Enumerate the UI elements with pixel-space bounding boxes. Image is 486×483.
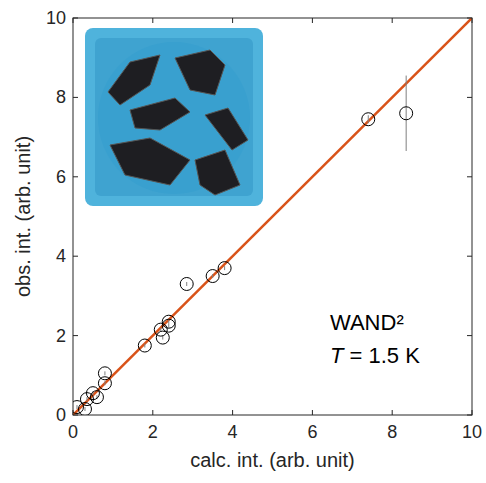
x-tick (232, 410, 233, 415)
x-tick-label: 4 (228, 422, 238, 442)
photo-tray-inner (95, 38, 253, 196)
data-point (138, 339, 151, 352)
data-point (180, 277, 193, 290)
fit-line (73, 18, 472, 415)
y-tick-label: 8 (56, 87, 66, 107)
y-tick-label: 2 (56, 326, 66, 346)
annotation: WAND² (330, 310, 404, 335)
x-tick (392, 410, 393, 415)
error-bar (168, 324, 169, 328)
x-tick (152, 410, 153, 415)
x-tick (152, 18, 153, 23)
data-point (86, 387, 99, 400)
x-tick-label: 6 (307, 422, 317, 442)
data-point (98, 377, 111, 390)
y-tick (467, 335, 472, 336)
error-bar (212, 274, 213, 278)
x-tick-label: 2 (148, 422, 158, 442)
error-bar (168, 320, 169, 324)
y-tick (73, 256, 78, 257)
y-axis-title: obs. int. (arb. unit) (12, 136, 34, 297)
data-point (362, 113, 375, 126)
y-tick (467, 97, 472, 98)
error-bar (84, 407, 85, 411)
error-bar (76, 405, 77, 409)
error-bar (104, 371, 105, 375)
x-tick (392, 18, 393, 23)
photo-dish (98, 42, 250, 194)
error-bar (144, 344, 145, 348)
error-bar (104, 381, 105, 385)
x-tick (232, 18, 233, 23)
photo-crystal (205, 108, 248, 150)
x-tick (312, 18, 313, 23)
data-point (78, 403, 91, 415)
data-point (162, 315, 175, 328)
y-tick (467, 176, 472, 177)
x-tick-label: 8 (387, 422, 397, 442)
photo-crystal (175, 50, 225, 95)
error-bar (86, 397, 87, 401)
data-point (156, 331, 169, 344)
x-tick-label: 0 (68, 422, 78, 442)
inset-photo (85, 28, 263, 206)
data-point (400, 107, 413, 120)
photo-crystal (130, 98, 190, 130)
error-bar (368, 115, 369, 123)
y-tick-label: 10 (46, 8, 66, 28)
photo-crystal (195, 150, 240, 195)
plot-frame (73, 18, 472, 415)
error-bar (406, 76, 407, 151)
error-bar (224, 266, 225, 270)
y-tick-label: 0 (56, 405, 66, 425)
data-point (98, 367, 111, 380)
y-tick-label: 4 (56, 246, 66, 266)
x-tick (312, 410, 313, 415)
y-tick-label: 6 (56, 167, 66, 187)
y-tick (73, 335, 78, 336)
annotation-part: = 1.5 K (343, 343, 420, 368)
chart: 0 2 4 6 8 10 0 2 4 6 8 10 calc. int. (arb. unit) obs.… (0, 0, 486, 483)
y-tick (73, 97, 78, 98)
x-axis-title: calc. int. (arb. unit) (190, 449, 355, 471)
photo-crystal (110, 138, 190, 185)
error-bar (186, 282, 187, 286)
x-tick-label: 10 (462, 422, 482, 442)
data-point (206, 270, 219, 283)
y-tick (467, 256, 472, 257)
annotation: T = 1.5 K (330, 343, 420, 368)
data-point (154, 323, 167, 336)
data-point (218, 262, 231, 275)
photo-tray (85, 28, 263, 206)
data-area (73, 18, 472, 415)
photo-crystal (108, 55, 160, 105)
y-tick (73, 176, 78, 177)
data-point (90, 391, 103, 404)
